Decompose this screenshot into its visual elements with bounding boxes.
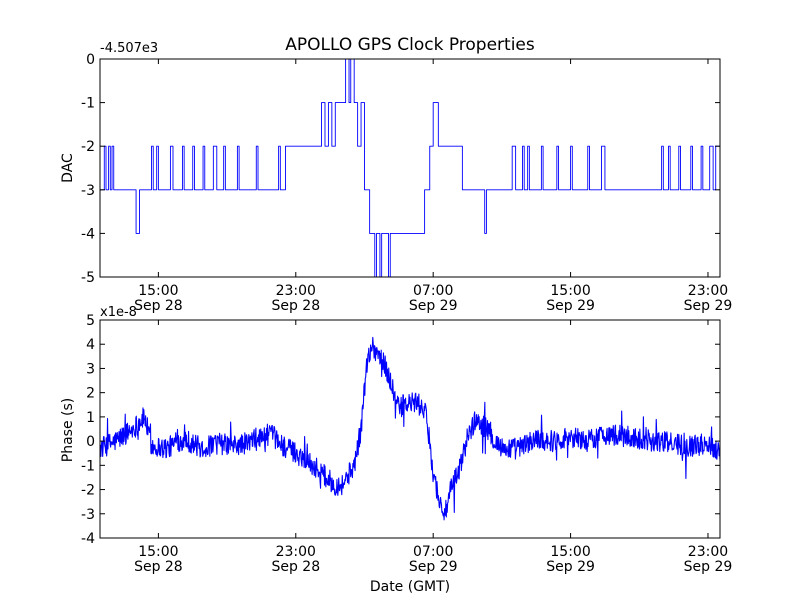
phase-y-tick-label: 0 [86,434,95,450]
x-axis-label: Date (GMT) [370,579,450,595]
dac-x-tick-time-label: 07:00 [413,283,453,299]
phase-y-tick-label: 3 [86,361,95,377]
dac-x-tick-date-label: Sep 28 [134,298,183,314]
phase-y-axis-label: Phase (s) [60,398,76,462]
dac-x-tick-time-label: 15:00 [550,283,590,299]
phase-y-tick-label: -2 [81,483,95,499]
phase-x-tick-date-label: Sep 29 [409,559,458,575]
phase-series-line [99,336,721,521]
chart-title: APOLLO GPS Clock Properties [285,35,535,55]
phase-axes-frame [99,319,721,539]
phase-x-tick-date-label: Sep 28 [271,559,320,575]
dac-y-tick-label: -3 [81,183,95,199]
phase-y-tick-label: 1 [86,410,95,426]
phase-y-tick-label: 4 [86,337,95,353]
dac-axes-frame [99,58,721,278]
dac-x-tick-date-label: Sep 28 [271,298,320,314]
phase-y-tick-label: -1 [81,458,95,474]
dac-x-tick-date-label: Sep 29 [409,298,458,314]
dac-offset-label: -4.507e3 [100,41,158,56]
dac-x-tick-date-label: Sep 29 [684,298,733,314]
phase-y-tick-label: -3 [81,507,95,523]
dac-y-axis-label: DAC [60,153,76,183]
phase-x-tick-time-label: 15:00 [138,544,178,560]
dac-y-tick-label: -5 [81,270,95,286]
dac-y-tick-label: 0 [86,52,95,68]
dac-y-tick-label: -4 [81,226,95,242]
phase-x-tick-time-label: 23:00 [276,544,316,560]
dac-x-tick-time-label: 23:00 [688,283,728,299]
phase-x-tick-time-label: 23:00 [688,544,728,560]
dac-y-tick-label: -2 [81,139,95,155]
dac-x-tick-time-label: 15:00 [138,283,178,299]
phase-y-tick-label: 2 [86,386,95,402]
dac-x-tick-time-label: 23:00 [276,283,316,299]
phase-x-tick-date-label: Sep 29 [684,559,733,575]
dac-x-tick-date-label: Sep 29 [546,298,595,314]
phase-y-tick-label: -4 [81,531,95,547]
phase-offset-label: x1e-8 [100,305,137,320]
phase-x-tick-time-label: 07:00 [413,544,453,560]
dac-series-line [100,58,720,278]
dac-y-tick-label: -1 [81,96,95,112]
phase-x-tick-date-label: Sep 28 [134,559,183,575]
phase-x-tick-time-label: 15:00 [550,544,590,560]
phase-x-tick-date-label: Sep 29 [546,559,595,575]
phase-y-tick-label: 5 [86,313,95,329]
